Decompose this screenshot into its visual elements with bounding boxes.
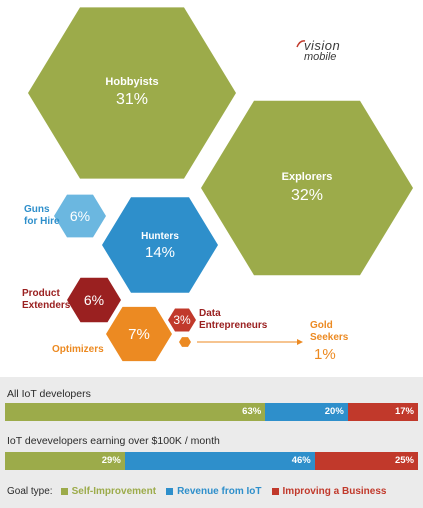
hex-guns-for-hire (54, 194, 106, 238)
bar-value-label: 46% (291, 455, 311, 466)
hex-product-extenders (67, 277, 121, 323)
bar-value-label: 20% (324, 406, 344, 417)
legend-swatch-blue (166, 488, 174, 495)
goal-type-legend: Goal type: Self-Improvement Revenue from… (7, 486, 386, 497)
bar-segment-self-improvement: 63% (5, 403, 266, 421)
hex-label-product-extenders: Product Extenders (22, 288, 71, 311)
bar-value-label: 63% (242, 406, 262, 417)
bar-segment-improving-a-business: 25% (314, 452, 418, 470)
hex-segment-hunters: Hunters 14% (102, 197, 218, 293)
hex-hunters (102, 197, 218, 293)
hex-label-optimizers: Optimizers (52, 344, 104, 355)
bar-value-label: 17% (394, 406, 414, 417)
hex-value-explorers: 32% (291, 187, 323, 204)
bar-value-label: 25% (394, 455, 414, 466)
visionmobile-logo: vision mobile (296, 38, 376, 64)
hex-value-guns-for-hire: 6% (70, 208, 90, 224)
bar-segment-revenue-from-iot: 20% (265, 403, 348, 421)
bar-value-label: 29% (101, 455, 121, 466)
hex-segment-data-entrepreneurs: 3% Data Entrepreneurs (168, 308, 268, 332)
legend-item-revenue: Revenue from IoT (166, 486, 262, 497)
gold-seekers-arrow-head-icon (297, 339, 303, 345)
hex-label-data-entrepreneurs: Data Entrepreneurs (199, 308, 268, 331)
hex-label-hobbyists: Hobbyists (105, 76, 158, 88)
hex-segment-gold-seekers: 1% Gold Seekers (179, 320, 349, 363)
bar-high-earners: 29% 46% 25% (5, 452, 418, 470)
bar-label-all: All IoT developers (7, 388, 91, 400)
bar-all-developers: 63% 20% 17% (5, 403, 418, 421)
legend-swatch-olive (60, 488, 68, 495)
hex-segment-optimizers: 7% Optimizers (52, 306, 172, 362)
hex-label-explorers: Explorers (282, 171, 333, 183)
legend-item-self-improvement: Self-Improvement (60, 486, 156, 497)
hex-hobbyists (28, 7, 236, 179)
bar-segment-improving-a-business: 17% (347, 403, 418, 421)
hex-optimizers (106, 306, 172, 362)
legend-swatch-red (271, 488, 279, 495)
goal-type-panel (0, 377, 423, 508)
bar-segment-revenue-from-iot: 46% (124, 452, 315, 470)
hex-value-optimizers: 7% (128, 326, 150, 343)
hex-value-product-extenders: 6% (84, 292, 104, 308)
logo-line1: vision (304, 38, 341, 53)
hex-segment-product-extenders: 6% Product Extenders (22, 277, 121, 323)
hex-data-entrepreneurs (168, 308, 196, 332)
hex-label-gold-seekers: Gold Seekers (310, 320, 349, 343)
hex-value-gold-seekers: 1% (314, 346, 336, 363)
hex-segment-hobbyists: Hobbyists 31% (28, 7, 236, 179)
hex-segment-explorers: Explorers 32% (201, 100, 413, 276)
developer-segments-hex-chart: Hobbyists 31% Explorers 32% 6% Guns for Hire Hu… (22, 7, 413, 363)
hex-segment-guns-for-hire: 6% Guns for Hire (24, 194, 106, 238)
hex-value-data-entrepreneurs: 3% (173, 313, 191, 327)
logo-line2: mobile (304, 51, 337, 63)
hex-label-guns-for-hire: Guns for Hire (24, 204, 60, 227)
hex-explorers (201, 100, 413, 276)
legend-item-business: Improving a Business (271, 486, 386, 497)
logo-swoosh-icon (296, 40, 306, 48)
hex-value-hobbyists: 31% (116, 91, 148, 108)
hex-gold-seekers (179, 337, 191, 347)
legend-title: Goal type: (7, 486, 53, 497)
hex-label-hunters: Hunters (141, 231, 179, 242)
hex-value-hunters: 14% (145, 244, 175, 261)
bar-segment-self-improvement: 29% (5, 452, 125, 470)
bar-label-high-earners: IoT devevelopers earning over $100K / mo… (7, 435, 220, 447)
